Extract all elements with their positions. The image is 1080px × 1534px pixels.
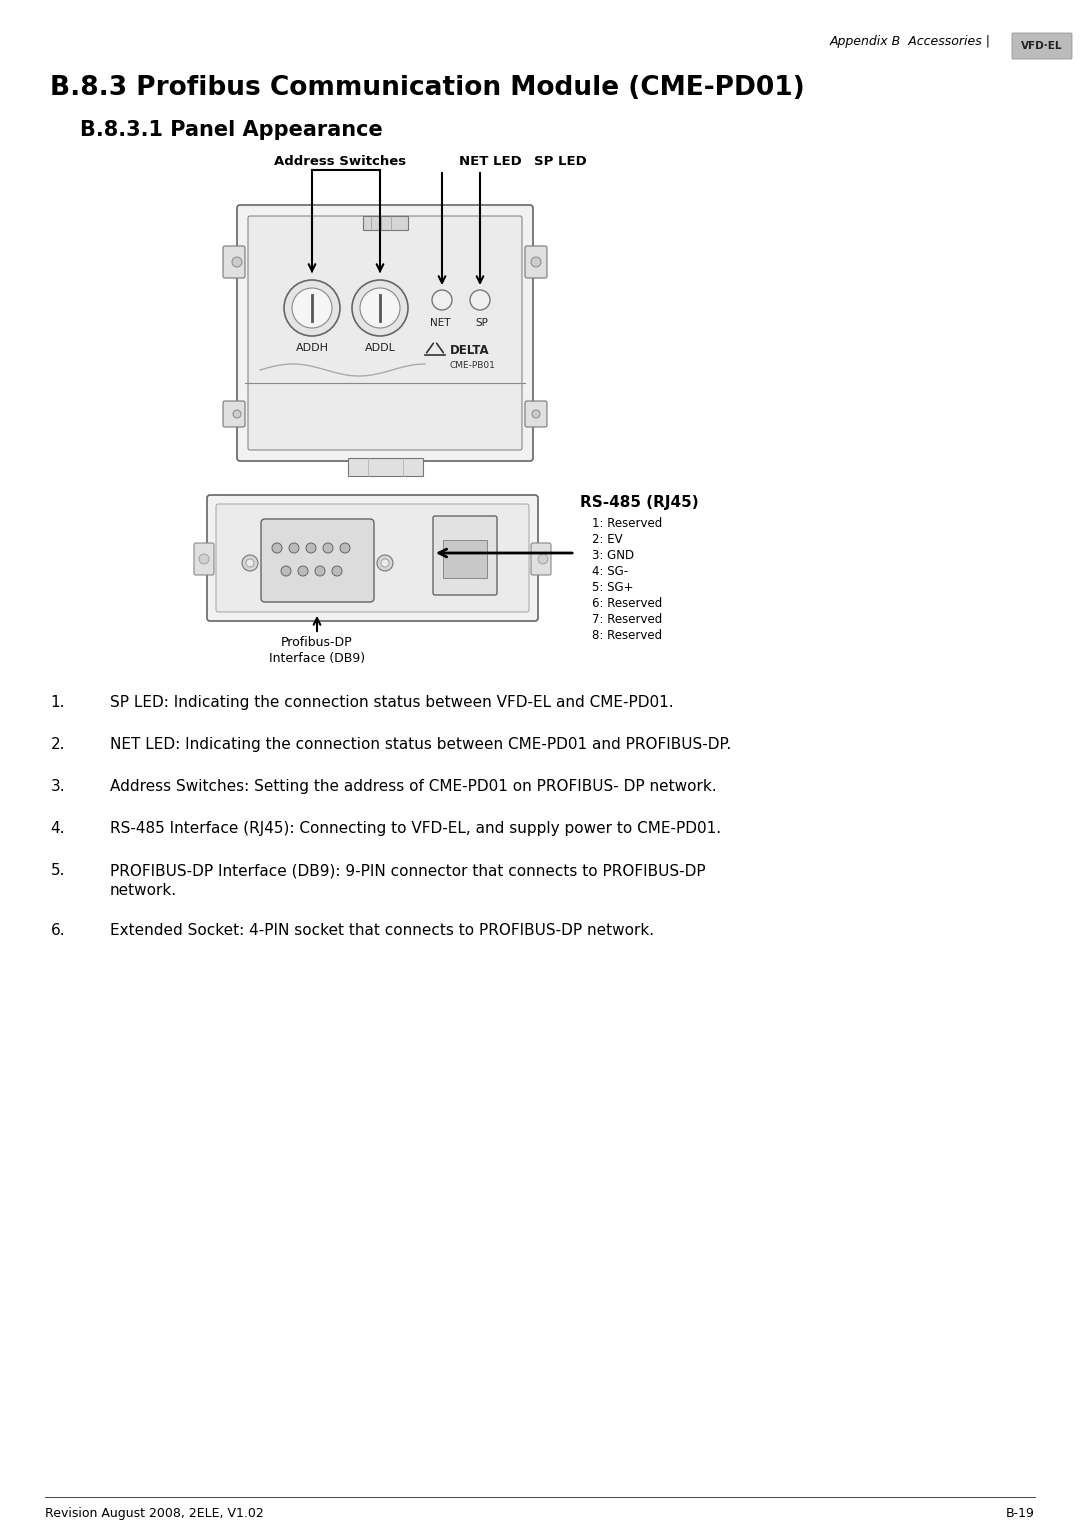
FancyBboxPatch shape [525, 245, 546, 278]
FancyBboxPatch shape [194, 543, 214, 575]
Text: NET LED: Indicating the connection status between CME-PD01 and PROFIBUS-DP.: NET LED: Indicating the connection statu… [110, 736, 731, 752]
Circle shape [538, 554, 548, 565]
Text: 4.: 4. [51, 821, 65, 836]
Circle shape [298, 566, 308, 575]
Circle shape [332, 566, 342, 575]
Text: 8: Reserved: 8: Reserved [592, 629, 662, 643]
FancyBboxPatch shape [1012, 34, 1072, 58]
Circle shape [532, 410, 540, 417]
Circle shape [323, 543, 333, 552]
Text: Revision August 2008, 2ELE, V1.02: Revision August 2008, 2ELE, V1.02 [45, 1506, 264, 1520]
Text: RS-485 Interface (RJ45): Connecting to VFD-EL, and supply power to CME-PD01.: RS-485 Interface (RJ45): Connecting to V… [110, 821, 721, 836]
Circle shape [377, 555, 393, 571]
Circle shape [292, 288, 332, 328]
Circle shape [352, 281, 408, 336]
Text: Profibus-DP: Profibus-DP [281, 637, 353, 649]
Bar [348, 459, 423, 476]
Circle shape [340, 543, 350, 552]
FancyBboxPatch shape [531, 543, 551, 575]
Text: Address Switches: Setting the address of CME-PD01 on PROFIBUS- DP network.: Address Switches: Setting the address of… [110, 779, 717, 795]
Circle shape [272, 543, 282, 552]
Text: ADDL: ADDL [365, 344, 395, 353]
Text: 7: Reserved: 7: Reserved [592, 614, 662, 626]
Text: B.8.3 Profibus Communication Module (CME-PD01): B.8.3 Profibus Communication Module (CME… [50, 75, 805, 101]
FancyBboxPatch shape [237, 206, 534, 462]
Text: NET: NET [430, 318, 450, 328]
Text: PROFIBUS-DP Interface (DB9): 9-PIN connector that connects to PROFIBUS-DP: PROFIBUS-DP Interface (DB9): 9-PIN conne… [110, 864, 705, 877]
Text: Interface (DB9): Interface (DB9) [269, 652, 365, 666]
Text: CME-PB01: CME-PB01 [450, 360, 496, 370]
Text: 4: SG-: 4: SG- [592, 565, 629, 578]
Text: Extended Socket: 4-PIN socket that connects to PROFIBUS-DP network.: Extended Socket: 4-PIN socket that conne… [110, 923, 654, 937]
FancyBboxPatch shape [222, 245, 245, 278]
Text: 2: EV: 2: EV [592, 532, 623, 546]
Text: 3.: 3. [51, 779, 65, 795]
Text: SP LED: Indicating the connection status between VFD-EL and CME-PD01.: SP LED: Indicating the connection status… [110, 695, 674, 710]
Circle shape [242, 555, 258, 571]
Text: 5: SG+: 5: SG+ [592, 581, 634, 594]
FancyBboxPatch shape [433, 515, 497, 595]
Circle shape [246, 558, 254, 568]
Circle shape [281, 566, 291, 575]
Bar [443, 540, 487, 578]
FancyBboxPatch shape [525, 400, 546, 426]
Text: Address Switches: Address Switches [274, 155, 406, 169]
Circle shape [284, 281, 340, 336]
Text: RS-485 (RJ45): RS-485 (RJ45) [580, 495, 699, 509]
Text: 1: Reserved: 1: Reserved [592, 517, 662, 531]
Text: 6.: 6. [51, 923, 65, 937]
Text: network.: network. [110, 884, 177, 897]
Circle shape [232, 258, 242, 267]
Text: B.8.3.1 Panel Appearance: B.8.3.1 Panel Appearance [80, 120, 382, 140]
Circle shape [289, 543, 299, 552]
Bar [363, 216, 408, 230]
FancyBboxPatch shape [261, 518, 374, 601]
Text: B-19: B-19 [1007, 1506, 1035, 1520]
Circle shape [470, 290, 490, 310]
Text: ADDH: ADDH [296, 344, 328, 353]
Circle shape [315, 566, 325, 575]
Circle shape [233, 410, 241, 417]
Circle shape [360, 288, 400, 328]
Text: 2.: 2. [51, 736, 65, 752]
FancyBboxPatch shape [216, 505, 529, 612]
Text: 3: GND: 3: GND [592, 549, 634, 561]
Circle shape [306, 543, 316, 552]
Text: SP: SP [475, 318, 488, 328]
Circle shape [199, 554, 210, 565]
FancyBboxPatch shape [248, 216, 522, 449]
Text: DELTA: DELTA [450, 345, 489, 357]
Text: VFD·EL: VFD·EL [1022, 41, 1063, 51]
Text: SP LED: SP LED [534, 155, 586, 169]
FancyBboxPatch shape [207, 495, 538, 621]
Text: 1.: 1. [51, 695, 65, 710]
Circle shape [381, 558, 389, 568]
Text: NET LED: NET LED [459, 155, 522, 169]
Text: 6: Reserved: 6: Reserved [592, 597, 662, 611]
Text: 5.: 5. [51, 864, 65, 877]
Circle shape [531, 258, 541, 267]
FancyBboxPatch shape [222, 400, 245, 426]
Circle shape [432, 290, 453, 310]
Text: Appendix B  Accessories |: Appendix B Accessories | [831, 35, 991, 49]
